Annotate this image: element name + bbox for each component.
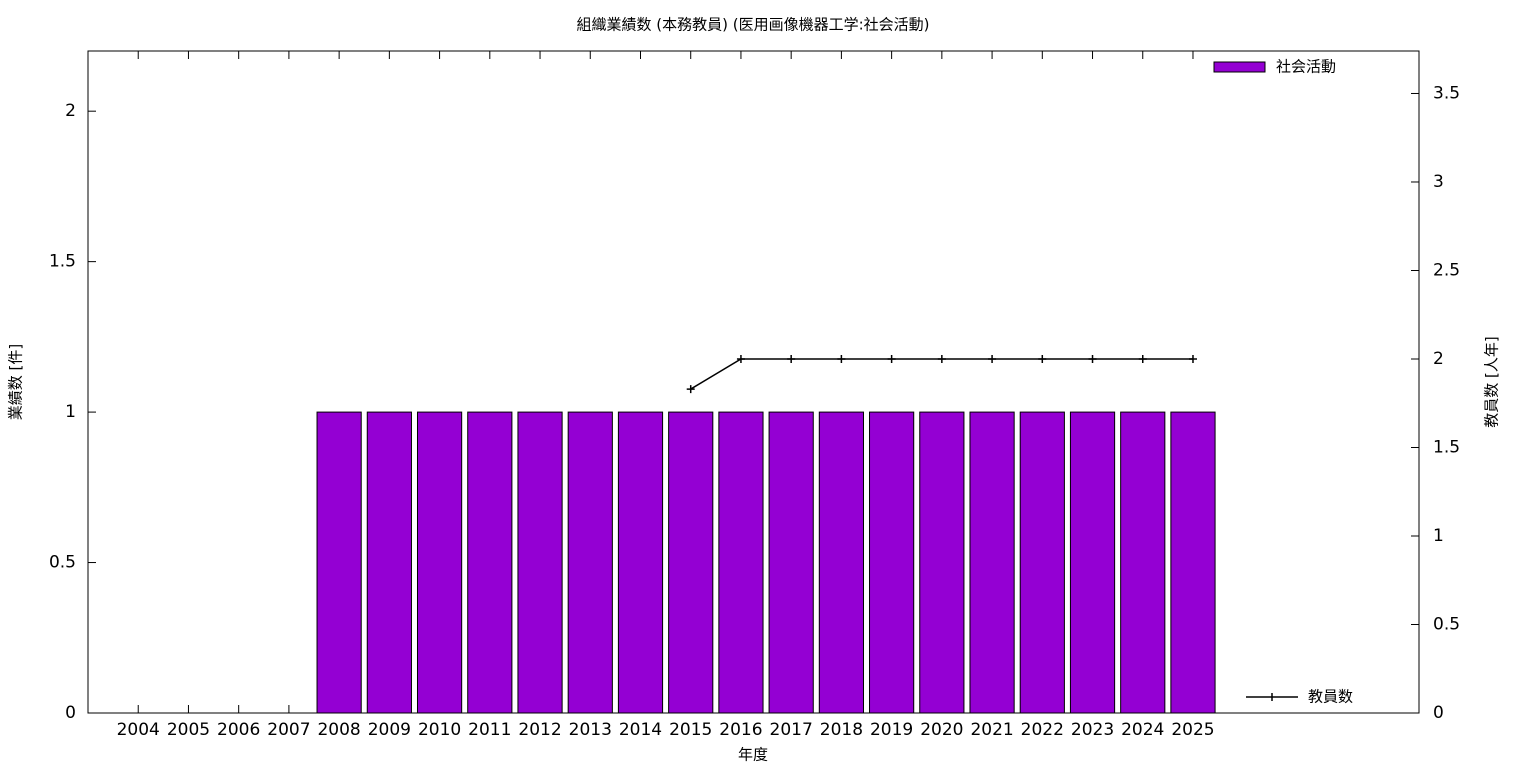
y-tick-label: 1.5: [49, 252, 76, 272]
legend-label: 社会活動: [1276, 58, 1336, 76]
bar: [517, 411, 563, 714]
bar: [1170, 411, 1216, 714]
point: [837, 354, 846, 363]
x-tick-label: 2009: [368, 720, 411, 740]
x-tick-label: 2019: [870, 720, 913, 740]
point: [1088, 354, 1097, 363]
x-tick-label: 2024: [1121, 720, 1164, 740]
x-tick-label: 2015: [669, 720, 712, 740]
bar: [768, 411, 814, 714]
legend-label: 教員数: [1308, 688, 1353, 706]
bar: [1120, 411, 1166, 714]
bar: [869, 411, 915, 714]
x-tick-label: 2020: [920, 720, 963, 740]
point: [1038, 354, 1047, 363]
y-tick-label: 1: [65, 402, 76, 422]
x-axis-label: 年度: [738, 746, 768, 764]
bar: [668, 411, 714, 714]
x-tick-label: 2021: [970, 720, 1013, 740]
point: [1188, 354, 1197, 363]
point: [988, 354, 997, 363]
y2-tick-label: 0.5: [1433, 614, 1460, 634]
y2-tick-label: 1: [1433, 526, 1444, 546]
x-tick-label: 2014: [619, 720, 662, 740]
bar: [567, 411, 613, 714]
point: [787, 354, 796, 363]
bar: [617, 411, 664, 714]
y2-tick-label: 1.5: [1433, 437, 1460, 457]
plot-frame: [87, 50, 1420, 714]
y2-tick-label: 0: [1433, 703, 1444, 723]
point: [736, 354, 745, 363]
bar: [718, 411, 764, 714]
x-tick-label: 2016: [719, 720, 762, 740]
y2-axis-label: 教員数 [人年]: [1483, 336, 1501, 427]
x-tick-label: 2011: [468, 720, 511, 740]
bar: [416, 411, 463, 714]
bar: [467, 411, 513, 714]
y2-tick-label: 2: [1433, 349, 1444, 369]
x-tick-label: 2022: [1021, 720, 1064, 740]
point: [887, 354, 896, 363]
x-tick-label: 2004: [117, 720, 160, 740]
point: [1138, 354, 1147, 363]
x-tick-label: 2008: [317, 720, 360, 740]
x-tick-label: 2017: [770, 720, 813, 740]
x-tick-label: 2023: [1071, 720, 1114, 740]
bar: [969, 411, 1015, 714]
y-tick-label: 2: [65, 101, 76, 121]
x-tick-label: 2012: [518, 720, 561, 740]
y2-tick-label: 3: [1433, 172, 1444, 192]
point: [937, 354, 946, 363]
x-tick-label: 2013: [569, 720, 612, 740]
y2-tick-label: 2.5: [1433, 260, 1460, 280]
x-tick-label: 2006: [217, 720, 260, 740]
x-tick-label: 2005: [167, 720, 210, 740]
legend-swatch: [1246, 693, 1298, 701]
bar: [316, 411, 362, 714]
chart-title: 組織業績数 (本務教員) (医用画像機器工学:社会活動): [576, 16, 929, 34]
bar: [919, 411, 965, 714]
x-tick-label: 2018: [820, 720, 863, 740]
y2-tick-label: 3.5: [1433, 83, 1460, 103]
bar: [366, 411, 412, 714]
y-axis-label: 業績数 [件]: [7, 344, 25, 420]
y-tick-label: 0: [65, 703, 76, 723]
y-tick-label: 0.5: [49, 553, 76, 573]
bar: [1019, 411, 1065, 714]
point: [686, 385, 695, 394]
x-tick-label: 2010: [418, 720, 461, 740]
x-tick-label: 2007: [267, 720, 310, 740]
legend-swatch: [1213, 61, 1266, 73]
bar: [818, 411, 864, 714]
bar: [1069, 411, 1116, 714]
x-tick-label: 2025: [1171, 720, 1214, 740]
